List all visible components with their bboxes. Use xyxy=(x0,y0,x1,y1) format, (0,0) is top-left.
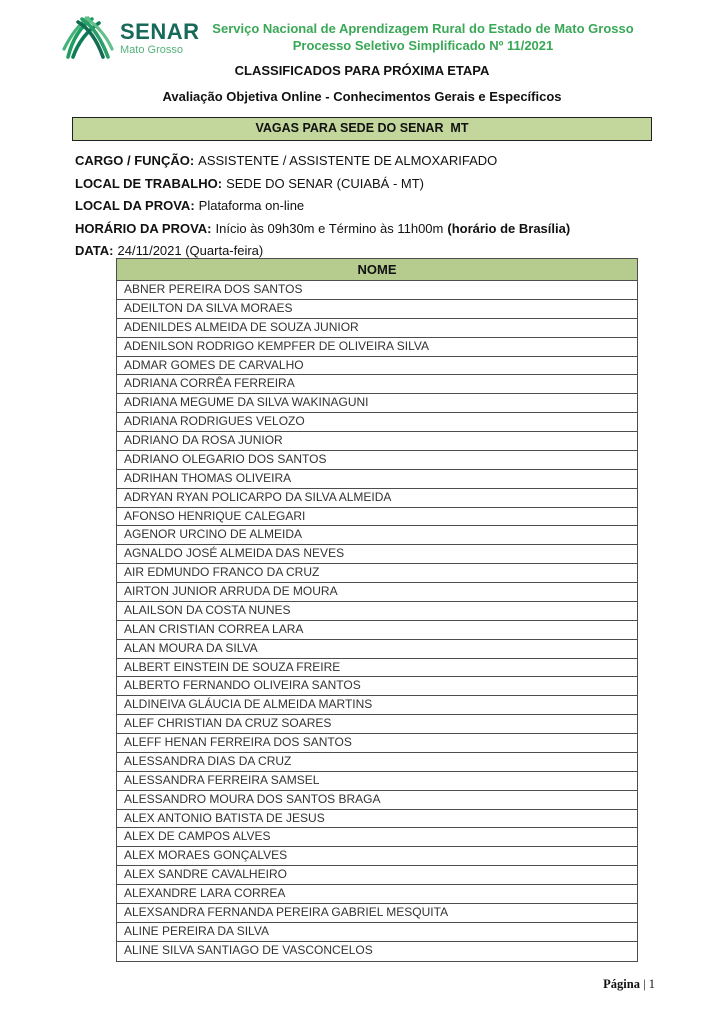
table-row: ADRIANO OLEGARIO DOS SANTOS xyxy=(117,451,637,470)
table-row: ALEX ANTONIO BATISTA DE JESUS xyxy=(117,810,637,829)
senar-wheat-icon xyxy=(62,13,114,64)
detail-local-trabalho: LOCAL DE TRABALHO: SEDE DO SENAR (CUIABÁ … xyxy=(75,173,650,196)
detail-data: DATA: 24/11/2021 (Quarta-feira) xyxy=(75,240,650,263)
footer-page-number: | 1 xyxy=(643,977,655,991)
table-row: ADRIANA RODRIGUES VELOZO xyxy=(117,413,637,432)
detail-value: Início às 09h30m e Término às 11h00m xyxy=(215,220,444,236)
detail-label: DATA: xyxy=(75,243,114,258)
table-row: ALBERTO FERNANDO OLIVEIRA SANTOS xyxy=(117,677,637,697)
table-row: ALEFF HENAN FERREIRA DOS SANTOS xyxy=(117,734,637,753)
table-row: ADENILSON RODRIGO KEMPFER DE OLIVEIRA SI… xyxy=(117,338,637,357)
table-row: ADMAR GOMES DE CARVALHO xyxy=(117,357,637,376)
exam-details: CARGO / FUNÇÃO: ASSISTENTE / ASSISTENTE D… xyxy=(75,150,650,263)
table-row: AFONSO HENRIQUE CALEGARI xyxy=(117,508,637,527)
table-row: ADRIHAN THOMAS OLIVEIRA xyxy=(117,470,637,489)
table-row: ALESSANDRA DIAS DA CRUZ xyxy=(117,753,637,772)
table-body: ABNER PEREIRA DOS SANTOS ADEILTON DA SIL… xyxy=(117,281,637,961)
table-row: ADRIANA CORRÊA FERREIRA xyxy=(117,375,637,395)
vagas-sede-banner: VAGAS PARA SEDE DO SENAR MT xyxy=(72,117,652,141)
table-row: ALAN CRISTIAN CORREA LARA xyxy=(117,621,637,640)
logo-senar-text: SENAR xyxy=(120,19,200,44)
detail-value: SEDE DO SENAR (CUIABÁ - MT) xyxy=(226,175,425,191)
table-row: AGNALDO JOSÉ ALMEIDA DAS NEVES xyxy=(117,545,637,565)
table-row: ALEXANDRE LARA CORREA xyxy=(117,885,637,904)
detail-horario-prova: HORÁRIO DA PROVA: Início às 09h30m e Térm… xyxy=(75,218,650,241)
table-row: AIRTON JUNIOR ARRUDA DE MOURA xyxy=(117,583,637,602)
table-row: ALINE PEREIRA DA SILVA xyxy=(117,923,637,942)
table-row: ALDINEIVA GLÁUCIA DE ALMEIDA MARTINS xyxy=(117,696,637,716)
detail-local-prova: LOCAL DA PROVA: Plataforma on-line xyxy=(75,195,650,218)
table-row: ALAN MOURA DA SILVA xyxy=(117,640,637,659)
table-row: ALEF CHRISTIAN DA CRUZ SOARES xyxy=(117,715,637,734)
senar-logo: SENAR Mato Grosso xyxy=(62,13,200,64)
table-row: ABNER PEREIRA DOS SANTOS xyxy=(117,281,637,300)
table-row: ALESSANDRA FERREIRA SAMSEL xyxy=(117,772,637,791)
table-row: ADRIANA MEGUME DA SILVA WAKINAGUNI xyxy=(117,394,637,414)
detail-value: Plataforma on-line xyxy=(198,198,305,213)
table-row: ALEXSANDRA FERNANDA PEREIRA GABRIEL MESQ… xyxy=(117,904,637,923)
table-row: ADEILTON DA SILVA MORAES xyxy=(117,300,637,319)
table-header-nome: NOME xyxy=(117,259,637,281)
table-row: ALEX DE CAMPOS ALVES xyxy=(117,828,637,848)
detail-value: ASSISTENTE / ASSISTENTE DE ALMOXARIFADO xyxy=(198,153,498,168)
footer-label: Página xyxy=(603,977,640,991)
detail-value: 24/11/2021 (Quarta-feira) xyxy=(117,243,264,258)
classificados-heading: CLASSIFICADOS PARA PRÓXIMA ETAPA xyxy=(234,63,490,78)
detail-label: LOCAL DA PROVA: xyxy=(75,198,195,213)
table-row: AIR EDMUNDO FRANCO DA CRUZ xyxy=(117,564,637,583)
table-row: ALESSANDRO MOURA DOS SANTOS BRAGA xyxy=(117,791,637,810)
table-row: ALEX MORAES GONÇALVES xyxy=(117,847,637,867)
table-row: ALBERT EINSTEIN DE SOUZA FREIRE xyxy=(117,659,637,678)
table-row: ALINE SILVA SANTIAGO DE VASCONCELOS xyxy=(124,942,373,957)
page-footer: Página | 1 xyxy=(603,977,655,992)
detail-bold-suffix: (horário de Brasília) xyxy=(447,220,571,236)
detail-cargo-funcao: CARGO / FUNÇÃO: ASSISTENTE / ASSISTENTE D… xyxy=(75,150,650,173)
table-row: ALEX SANDRE CAVALHEIRO xyxy=(117,866,637,885)
detail-label: LOCAL DE TRABALHO: xyxy=(75,175,223,191)
table-row: ADRYAN RYAN POLICARPO DA SILVA ALMEIDA xyxy=(117,489,637,508)
org-title-block: Serviço Nacional de Aprendizagem Rural d… xyxy=(186,20,660,54)
table-row: AGENOR URCINO DE ALMEIDA xyxy=(117,526,637,546)
names-table: NOME ABNER PEREIRA DOS SANTOS ADEILTON D… xyxy=(116,258,638,962)
table-row: ADRIANO DA ROSA JUNIOR xyxy=(117,432,637,451)
logo-mato-grosso-text: Mato Grosso xyxy=(120,44,183,56)
detail-label: HORÁRIO DA PROVA: xyxy=(75,220,212,236)
table-row: ALAILSON DA COSTA NUNES xyxy=(117,602,637,621)
org-title-line2: Processo Seletivo Simplificado Nº 11/202… xyxy=(292,38,554,53)
org-title-line1: Serviço Nacional de Aprendizagem Rural d… xyxy=(212,21,634,36)
table-row: ADENILDES ALMEIDA DE SOUZA JUNIOR xyxy=(117,319,637,338)
avaliacao-heading: Avaliação Objetiva Online - Conhecimento… xyxy=(162,89,562,104)
detail-label: CARGO / FUNÇÃO: xyxy=(75,153,195,168)
